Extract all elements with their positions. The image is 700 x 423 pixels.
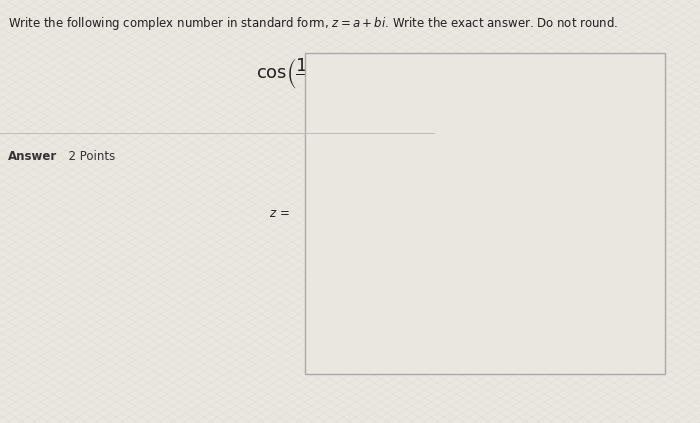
Bar bbox=[304, 53, 665, 374]
Text: Write the following complex number in standard form, $z = a + bi$. Write the exa: Write the following complex number in st… bbox=[8, 15, 619, 32]
Text: Answer: Answer bbox=[8, 150, 57, 163]
Text: $z\, =$: $z\, =$ bbox=[270, 207, 290, 220]
Text: 2 Points: 2 Points bbox=[61, 150, 115, 163]
Text: $\cos\!\left(\dfrac{11\pi}{6}\right) + i\sin\!\left(\dfrac{11\pi}{6}\right)$: $\cos\!\left(\dfrac{11\pi}{6}\right) + i… bbox=[256, 56, 451, 92]
